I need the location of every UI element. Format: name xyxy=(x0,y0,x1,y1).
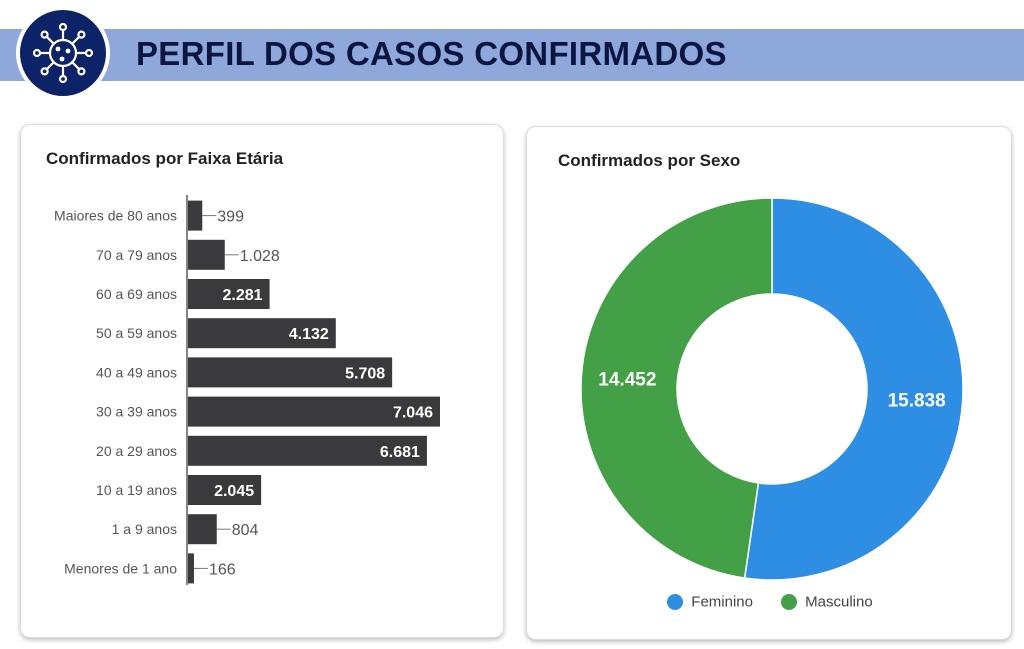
bar-value-label: 166 xyxy=(209,561,236,578)
bar[interactable] xyxy=(188,553,194,584)
title-bar xyxy=(0,29,1024,81)
virus-icon xyxy=(32,22,94,84)
age-chart-card: Confirmados por Faixa Etária Maiores de … xyxy=(20,124,504,638)
legend-item-masculino[interactable]: Masculino xyxy=(781,593,873,611)
bar-value-label: 2.281 xyxy=(223,287,263,304)
bar-category-label: 70 a 79 anos xyxy=(96,247,177,263)
bar[interactable] xyxy=(188,318,336,349)
bar-category-label: 30 a 39 anos xyxy=(96,404,177,420)
bar-value-label: 804 xyxy=(232,522,259,539)
bar[interactable] xyxy=(188,475,262,505)
bar[interactable] xyxy=(188,279,270,309)
bar-category-label: 60 a 69 anos xyxy=(96,286,177,302)
legend-item-feminino[interactable]: Feminino xyxy=(667,593,753,611)
bar-category-label: 20 a 29 anos xyxy=(96,443,177,459)
bar[interactable] xyxy=(188,514,217,545)
bar-category-label: 1 a 9 anos xyxy=(112,521,177,537)
sex-chart-title: Confirmados por Sexo xyxy=(558,151,741,170)
bar-category-label: 40 a 49 anos xyxy=(96,364,177,380)
donut-slice-masculino[interactable] xyxy=(580,197,773,579)
age-bar-chart: Maiores de 80 anos 399 70 a 79 anos 1.028 60… xyxy=(54,195,440,585)
bar-value-label: 1.028 xyxy=(240,248,280,265)
bar-value-label: 399 xyxy=(217,209,244,226)
bar[interactable] xyxy=(188,239,225,270)
donut-value-label: 15.838 xyxy=(888,390,946,411)
sex-chart-legend: Feminino Masculino xyxy=(527,593,1013,611)
bar-value-label: 7.046 xyxy=(393,405,433,422)
bar-category-label: 50 a 59 anos xyxy=(96,325,177,341)
legend-swatch-feminino xyxy=(667,594,684,611)
legend-label-feminino: Feminino xyxy=(691,593,753,611)
donut-value-label: 14.452 xyxy=(598,370,656,391)
logo xyxy=(16,6,110,100)
bar[interactable] xyxy=(188,200,203,231)
donut-slice-feminino[interactable] xyxy=(743,197,964,581)
bar-value-label: 5.708 xyxy=(345,365,385,382)
legend-swatch-masculino xyxy=(781,594,798,611)
bar-value-label: 2.045 xyxy=(214,483,254,500)
bar-category-label: Menores de 1 ano xyxy=(64,560,177,576)
legend-label-masculino: Masculino xyxy=(805,593,873,611)
bar-value-label: 4.132 xyxy=(289,326,329,343)
bar-value-label: 6.681 xyxy=(380,444,420,461)
bar[interactable] xyxy=(188,357,393,388)
bar-category-label: Maiores de 80 anos xyxy=(54,208,177,224)
sex-donut-chart: 15.838 14.452 xyxy=(580,197,964,581)
bar[interactable] xyxy=(188,396,440,427)
bar[interactable] xyxy=(188,435,427,466)
page-title: PERFIL DOS CASOS CONFIRMADOS xyxy=(136,35,727,72)
age-chart-title: Confirmados por Faixa Etária xyxy=(46,149,284,168)
sex-chart-card: Confirmados por Sexo 15.838 14.452 Femini… xyxy=(526,126,1012,640)
bar-category-label: 10 a 19 anos xyxy=(96,482,177,498)
